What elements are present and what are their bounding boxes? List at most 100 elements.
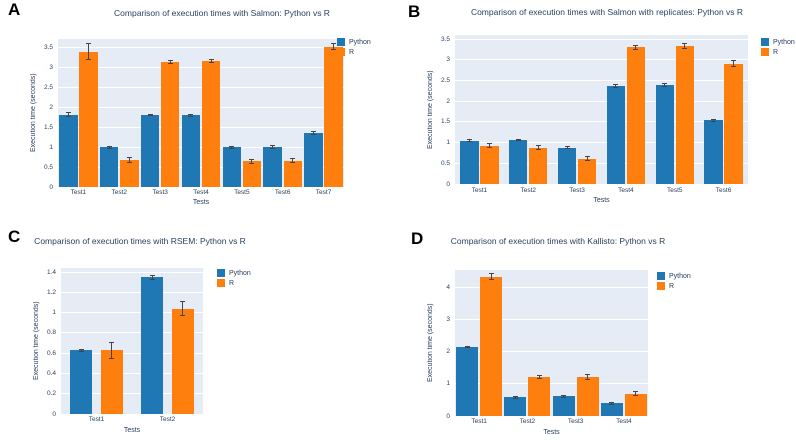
error-bar [512, 395, 518, 397]
error-bar [733, 60, 735, 67]
bar-r-test1 [101, 350, 123, 414]
bar-r-test2 [120, 159, 139, 187]
y-tick-label: 3 [446, 56, 450, 64]
x-tick-label: Test5 [234, 189, 250, 196]
error-bar [711, 118, 717, 120]
legend-label: Python [773, 38, 795, 46]
gridline [455, 183, 748, 185]
error-bar [684, 43, 686, 49]
panel-a: A Comparison of execution times with Sal… [0, 0, 398, 220]
error-bar [488, 143, 490, 148]
error-bar [613, 86, 619, 88]
error-bar [486, 147, 492, 149]
error-bar [633, 391, 639, 393]
legend-item-r: R [217, 278, 251, 288]
legend-item-python: Python [657, 271, 691, 281]
error-bar [251, 159, 253, 164]
error-bar [586, 156, 588, 161]
gridline [455, 100, 748, 102]
error-bar [272, 145, 274, 148]
error-bar [106, 145, 112, 147]
error-bar [78, 348, 84, 350]
legend-swatch-python [761, 38, 769, 46]
y-tick-label: 0.5 [43, 163, 53, 171]
error-bar [182, 301, 184, 316]
error-bar [108, 146, 110, 148]
error-bar [564, 147, 570, 149]
bar-python-test3 [140, 114, 160, 187]
bar-r-test5 [675, 46, 694, 184]
gridline [61, 393, 203, 395]
y-tick-label: 1 [446, 139, 450, 147]
bar-r-test1 [480, 276, 503, 416]
x-tick-label: Test6 [715, 186, 732, 194]
error-bar [584, 156, 590, 158]
gridline [58, 186, 344, 188]
plot-b: 0 0.5 1 1.5 2 2.5 3 3.5 Execution time (seconds)… [398, 0, 796, 220]
gridline [61, 291, 203, 293]
x-tick-label: Test1 [88, 416, 105, 423]
gridline [455, 287, 648, 289]
error-bar [515, 138, 521, 140]
bar-r-test4 [201, 61, 221, 187]
error-bar [561, 396, 567, 398]
error-bar [128, 157, 130, 163]
legend-swatch-r [761, 48, 769, 56]
error-bar [488, 279, 494, 281]
error-bar [109, 357, 115, 359]
bar-python-test1 [456, 347, 479, 416]
x-tick-label: Test5 [666, 186, 683, 194]
legend: Python R [657, 271, 691, 291]
error-bar [229, 147, 235, 149]
bar-r-test6 [283, 160, 303, 187]
bar-r-test3 [576, 376, 599, 416]
bar-r-test3 [577, 158, 597, 184]
bar-python-test3 [552, 396, 575, 416]
y-tick-label: 1 [49, 143, 53, 151]
bar-python-test1 [70, 350, 92, 414]
error-bar [609, 403, 615, 405]
bar-r-test2 [529, 147, 548, 184]
panel-c: C Comparison of execution times with RSE… [0, 220, 398, 440]
panel-b: B Comparison of execution times with Sal… [398, 0, 796, 220]
y-tick-label: 1 [52, 309, 56, 317]
legend: Python R [217, 268, 251, 288]
error-bar [490, 273, 492, 280]
x-tick-label: Test7 [315, 189, 332, 196]
legend-swatch-python [337, 38, 345, 46]
error-bar [566, 146, 568, 149]
gridline [58, 47, 344, 49]
y-axis-title: Execution time (seconds) [30, 73, 37, 153]
legend-swatch-python [657, 272, 665, 280]
y-tick-label: 2.5 [43, 84, 53, 92]
bar-python-test1 [460, 140, 479, 184]
y-tick-label: 0.5 [440, 159, 450, 167]
bar-python-test2 [141, 277, 163, 414]
gridline [455, 319, 648, 321]
y-tick-label: 0.6 [46, 349, 56, 357]
error-bar [517, 139, 519, 141]
error-bar [80, 349, 82, 352]
y-tick-label: 0.8 [46, 329, 56, 337]
error-bar [149, 278, 155, 280]
y-tick-label: 0 [49, 183, 53, 191]
bar-r-test3 [160, 62, 180, 187]
y-tick-label: 0.4 [46, 369, 56, 377]
error-bar [331, 48, 337, 50]
error-bar [584, 160, 590, 162]
error-bar [633, 44, 639, 46]
gridline [61, 312, 203, 314]
error-bar [310, 133, 316, 135]
bar-python-test5 [655, 85, 674, 184]
legend-label: Python [349, 38, 371, 46]
gridline [455, 121, 748, 123]
gridline [455, 59, 748, 61]
gridline [61, 413, 203, 415]
x-tick-label: Test2 [159, 416, 176, 423]
gridline [61, 271, 203, 273]
x-axis-title: Tests [543, 428, 560, 436]
x-tick-label: Test1 [471, 186, 488, 194]
error-bar [290, 162, 296, 164]
error-bar [208, 62, 214, 64]
